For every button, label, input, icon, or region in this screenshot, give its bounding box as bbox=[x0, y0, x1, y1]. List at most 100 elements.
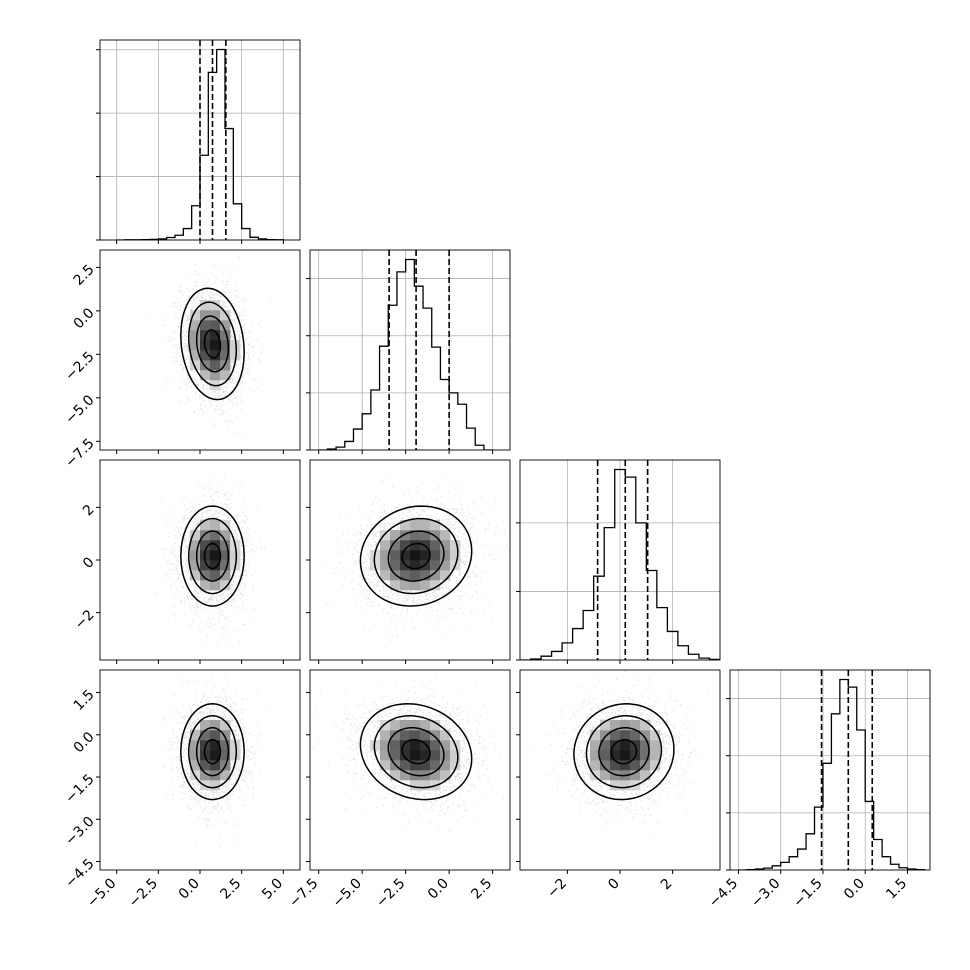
x-tick-label: −2.5 bbox=[126, 876, 161, 911]
contour-line bbox=[180, 505, 245, 607]
density-cell bbox=[600, 770, 611, 781]
density-cell bbox=[600, 760, 611, 771]
contour-line bbox=[203, 329, 222, 359]
density-cell bbox=[210, 350, 221, 361]
density-cell bbox=[220, 740, 231, 751]
density-cell bbox=[420, 740, 431, 751]
y-tick-label: −1.5 bbox=[62, 771, 97, 806]
density-cell bbox=[450, 540, 461, 551]
histogram-steps-1 bbox=[318, 258, 493, 450]
density-cell bbox=[400, 520, 411, 531]
x-tick-label: 0.0 bbox=[425, 876, 452, 903]
density-cell bbox=[620, 720, 631, 731]
density-cell bbox=[590, 750, 601, 761]
density-cell bbox=[220, 370, 231, 381]
density-cell bbox=[600, 730, 611, 741]
density-cell bbox=[410, 550, 421, 561]
density-cell bbox=[600, 720, 611, 731]
density-cell bbox=[220, 580, 231, 591]
density-cell bbox=[420, 780, 431, 791]
density-cell bbox=[640, 770, 651, 781]
x-tick-label: −2.5 bbox=[373, 876, 408, 911]
scatter-panel-0-3 bbox=[96, 669, 301, 874]
density-cell bbox=[600, 750, 611, 761]
scatter-panel-0-2 bbox=[96, 459, 301, 664]
density-cell bbox=[440, 770, 451, 781]
density-cell bbox=[220, 340, 231, 351]
contour-line bbox=[573, 703, 675, 801]
scatter-panel-1-3 bbox=[306, 669, 511, 874]
contour-line bbox=[188, 715, 238, 789]
x-tick-label: 5.0 bbox=[259, 876, 286, 903]
y-tick-label: 2.5 bbox=[71, 262, 98, 289]
contour-line bbox=[387, 530, 445, 582]
density-cell bbox=[220, 310, 231, 321]
contour-line bbox=[195, 315, 230, 373]
x-tick-label: 2.5 bbox=[468, 876, 495, 903]
density-cell bbox=[210, 550, 221, 561]
density-cell bbox=[190, 530, 201, 541]
x-tick-label: 0.0 bbox=[176, 876, 203, 903]
density-cell bbox=[410, 730, 421, 741]
density-cell bbox=[390, 580, 401, 591]
density-cell bbox=[430, 730, 441, 741]
density-cell bbox=[640, 750, 651, 761]
density-cell bbox=[440, 570, 451, 581]
density-cell bbox=[400, 720, 411, 731]
y-tick-label: −7.5 bbox=[62, 436, 97, 471]
contour-line bbox=[195, 530, 230, 582]
density-cell bbox=[390, 530, 401, 541]
y-tick-label: 0.0 bbox=[71, 305, 98, 332]
density-cell bbox=[650, 740, 661, 751]
density-cell bbox=[620, 750, 631, 761]
density-cell bbox=[210, 530, 221, 541]
density-cell bbox=[420, 750, 431, 761]
axes-frame bbox=[309, 669, 511, 871]
x-tick-label: −5.0 bbox=[84, 876, 119, 911]
density-cell bbox=[400, 750, 411, 761]
density-cell bbox=[220, 320, 231, 331]
density-cell bbox=[190, 730, 201, 741]
density-cell bbox=[440, 550, 451, 561]
contour-line bbox=[195, 726, 230, 777]
density-cell bbox=[410, 750, 421, 761]
y-tick-label: −2.5 bbox=[62, 349, 97, 384]
y-tick-label: 0.0 bbox=[71, 729, 98, 756]
density-cell bbox=[200, 730, 211, 741]
contour-line bbox=[598, 727, 650, 777]
density-cell bbox=[190, 540, 201, 551]
density-cell bbox=[200, 570, 211, 581]
scatter-panel-0-1 bbox=[96, 249, 301, 454]
density-cell bbox=[220, 720, 231, 731]
density-cell bbox=[440, 740, 451, 751]
density-cell bbox=[640, 740, 651, 751]
density-cell bbox=[210, 750, 221, 761]
density-cell bbox=[190, 340, 201, 351]
density-cell bbox=[200, 370, 211, 381]
density-cell bbox=[200, 770, 211, 781]
density-cell bbox=[640, 760, 651, 771]
density-cell bbox=[210, 340, 221, 351]
density-cell bbox=[230, 550, 241, 561]
density-cell bbox=[400, 740, 411, 751]
density-cell bbox=[420, 720, 431, 731]
density-cell bbox=[610, 740, 621, 751]
density-cell bbox=[430, 520, 441, 531]
density-cell bbox=[400, 730, 411, 741]
density-cell bbox=[650, 750, 661, 761]
x-tick-label: 0.0 bbox=[841, 876, 868, 903]
density-cell bbox=[230, 340, 241, 351]
density-cell bbox=[400, 770, 411, 781]
density-cell bbox=[210, 330, 221, 341]
density-cell bbox=[400, 570, 411, 581]
contour-line bbox=[188, 517, 238, 595]
density-cell bbox=[230, 350, 241, 361]
density-cell bbox=[380, 540, 391, 551]
density-cell bbox=[610, 760, 621, 771]
density-cell bbox=[430, 540, 441, 551]
density-cell bbox=[430, 740, 441, 751]
density-cell bbox=[390, 750, 401, 761]
density-cell bbox=[210, 560, 221, 571]
density-cell bbox=[420, 730, 431, 741]
density-cell bbox=[410, 560, 421, 571]
